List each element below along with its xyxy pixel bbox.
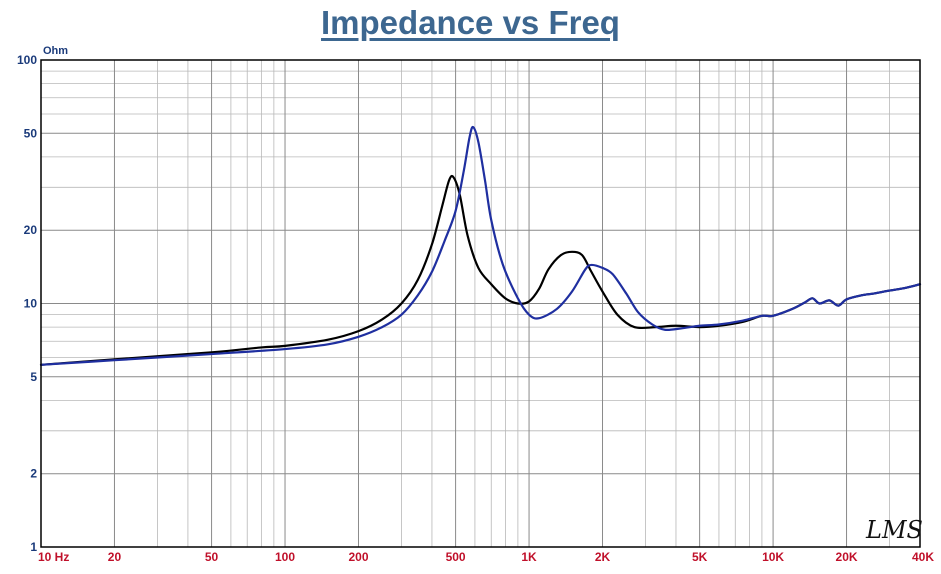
lms-logo: LMS — [865, 516, 923, 544]
y-tick-label: 2 — [30, 467, 37, 481]
x-tick-label: 100 — [275, 550, 295, 564]
y-tick-label: 5 — [30, 370, 37, 384]
grid-major — [40, 60, 920, 547]
x-tick-label: 20K — [836, 550, 858, 564]
x-tick-label: 10 Hz — [38, 550, 69, 564]
x-tick-label: 50 — [205, 550, 219, 564]
x-tick-label: 500 — [446, 550, 466, 564]
x-tick-label: 5K — [692, 550, 708, 564]
x-tick-label: 10K — [762, 550, 784, 564]
y-tick-label: 20 — [24, 223, 38, 237]
y-tick-labels: 100 50 20 10 5 2 1 — [17, 53, 37, 554]
chart-title: Impedance vs Freq — [321, 4, 620, 41]
x-tick-label: 20 — [108, 550, 122, 564]
y-unit-label: Ohm — [43, 45, 68, 57]
y-tick-label: 50 — [24, 126, 38, 140]
x-tick-label: 40K — [912, 550, 934, 564]
x-tick-labels: 10 Hz 20 50 100 200 500 1K 2K 5K 10K 20K 40K — [38, 550, 934, 564]
x-tick-label: 1K — [521, 550, 537, 564]
x-tick-label: 2K — [595, 550, 611, 564]
plot-frame — [40, 59, 921, 548]
y-tick-label: 100 — [17, 53, 37, 67]
y-tick-label: 10 — [24, 297, 38, 311]
x-tick-label: 200 — [348, 550, 368, 564]
series-layer — [39, 125, 922, 366]
y-tick-label: 1 — [30, 540, 37, 554]
series-line-2 — [39, 125, 922, 366]
